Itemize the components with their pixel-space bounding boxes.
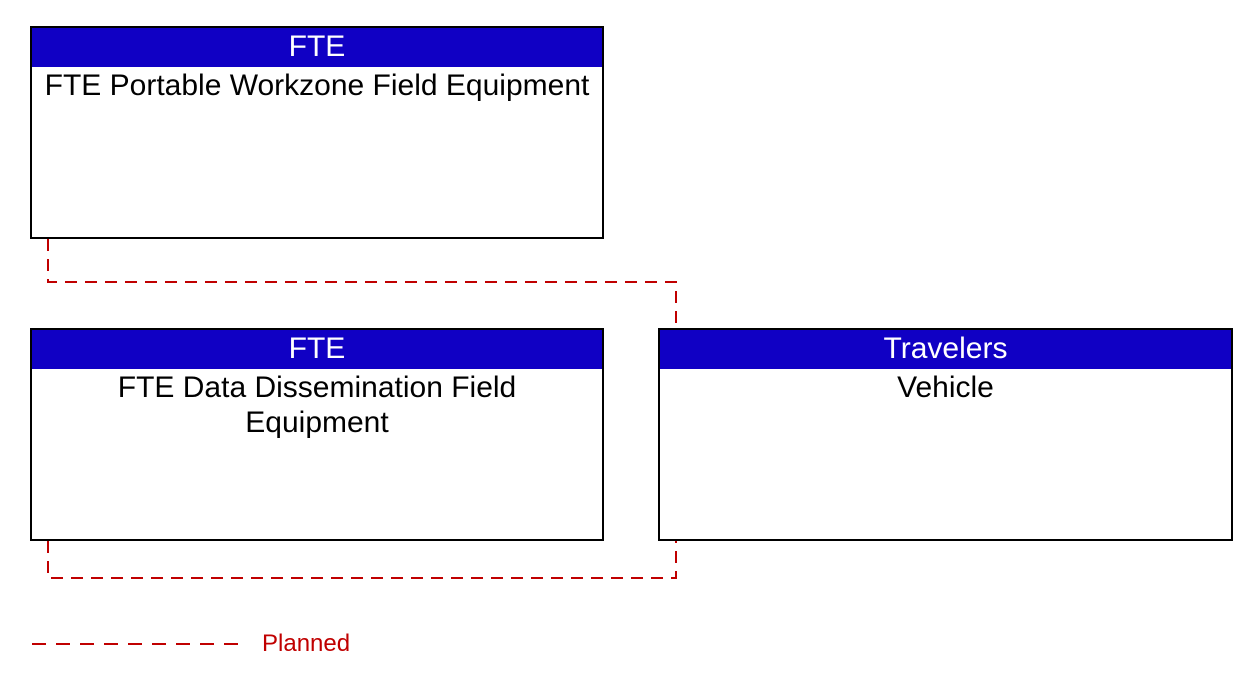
node-body: Vehicle	[660, 369, 1231, 406]
node-body: FTE Data Dissemination Field Equipment	[32, 369, 602, 440]
node-body: FTE Portable Workzone Field Equipment	[32, 67, 602, 104]
legend-line-svg	[32, 642, 242, 646]
diagram-stage: FTE FTE Portable Workzone Field Equipmen…	[0, 0, 1252, 688]
legend-label: Planned	[262, 630, 350, 658]
node-header: Travelers	[660, 330, 1231, 369]
edge-dissemination-to-vehicle	[48, 541, 676, 578]
legend: Planned	[32, 630, 350, 658]
node-header: FTE	[32, 28, 602, 67]
node-fte-data-dissemination: FTE FTE Data Dissemination Field Equipme…	[30, 328, 604, 541]
node-header: FTE	[32, 330, 602, 369]
node-fte-portable-workzone: FTE FTE Portable Workzone Field Equipmen…	[30, 26, 604, 239]
node-vehicle: Travelers Vehicle	[658, 328, 1233, 541]
edge-portable-to-vehicle	[48, 239, 676, 328]
